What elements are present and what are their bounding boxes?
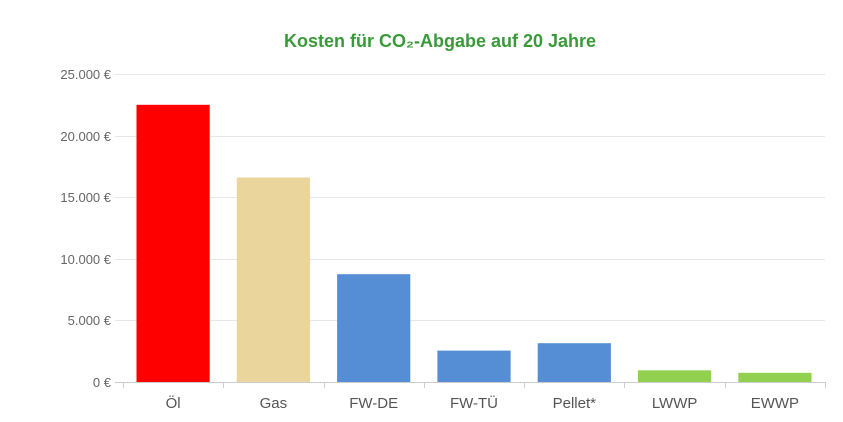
x-category-label: Pellet*	[553, 395, 597, 412]
x-category-label: FW-TÜ	[450, 394, 498, 412]
y-axis-ticks: 0 € 5.000 € 10.000 € 15.000 € 20.000 € 25.000…	[60, 67, 111, 390]
bar-1	[236, 177, 310, 382]
bar-4	[537, 343, 611, 382]
bar-3	[437, 350, 511, 382]
y-tick-label: 15.000 €	[60, 190, 111, 205]
x-category-label: LWWP	[652, 395, 698, 412]
chart-title: Kosten für CO₂-Abgabe auf 20 Jahre	[283, 31, 597, 51]
y-tick-label: 20.000 €	[60, 129, 111, 144]
bar-5	[638, 370, 712, 382]
x-category-label: FW-DE	[349, 395, 398, 412]
bar-2	[337, 274, 411, 382]
y-tick-label: 10.000 €	[60, 252, 111, 267]
bar-0	[136, 104, 210, 383]
bar-6	[738, 372, 812, 382]
bars	[136, 104, 812, 383]
y-tick-label: 25.000 €	[60, 67, 111, 82]
y-tick-label: 0 €	[93, 375, 112, 390]
y-tick-label: 5.000 €	[68, 313, 112, 328]
grid-lines	[115, 74, 826, 388]
x-category-label: Öl	[166, 394, 181, 412]
x-category-label: Gas	[260, 395, 288, 412]
x-category-label: EWWP	[751, 395, 799, 412]
x-axis-labels: Öl Gas FW-DE FW-TÜ Pellet* LWWP EWWP	[166, 394, 799, 412]
